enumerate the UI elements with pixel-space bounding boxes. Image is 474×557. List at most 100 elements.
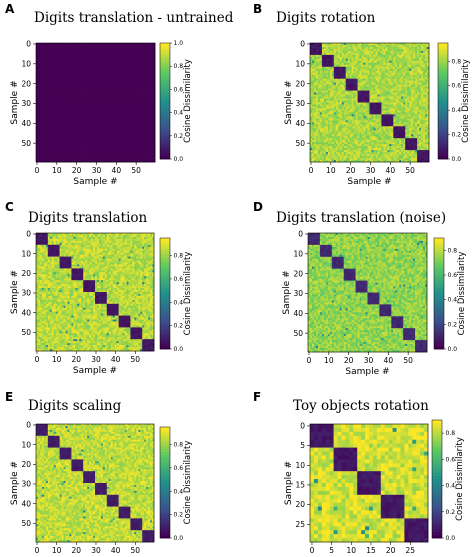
heatmap-cell <box>117 76 120 80</box>
heatmap-cell <box>127 86 130 89</box>
heatmap-cell <box>117 102 120 105</box>
heatmap-cell <box>99 58 102 62</box>
heatmap-cell <box>121 128 124 131</box>
heatmap-cell <box>87 80 90 84</box>
heatmap-cell <box>71 78 75 82</box>
heatmap-cell <box>113 60 116 64</box>
heatmap-cell <box>311 68 315 72</box>
heatmap-cell <box>73 54 77 58</box>
heatmap-cell <box>99 76 102 80</box>
heatmap-cell <box>129 54 132 58</box>
heatmap-cell <box>65 108 69 111</box>
y-axis-label: Sample # <box>10 80 20 124</box>
heatmap-cell <box>141 78 144 82</box>
heatmap-cell <box>149 108 152 111</box>
heatmap-cell <box>133 82 136 85</box>
heatmap-cell <box>101 112 104 115</box>
heatmap-cell <box>93 108 96 111</box>
heatmap-cell <box>115 114 118 117</box>
heatmap-cell <box>61 134 65 137</box>
heatmap-cell <box>73 98 77 101</box>
heatmap-cell <box>115 66 118 70</box>
heatmap-cell <box>419 50 422 54</box>
heatmap-cell <box>149 72 152 76</box>
heatmap-cell <box>45 70 49 74</box>
heatmap-cell <box>105 114 108 117</box>
heatmap-cell <box>103 62 106 66</box>
heatmap-cell <box>53 92 57 95</box>
heatmap-cell <box>57 58 61 62</box>
heatmap-cell <box>103 58 106 62</box>
heatmap-cell <box>133 68 136 72</box>
heatmap-cell <box>47 68 51 72</box>
heatmap-cell <box>93 82 96 85</box>
heatmap-cell <box>36 112 39 115</box>
heatmap-cell <box>83 102 86 105</box>
heatmap-cell <box>141 60 144 64</box>
heatmap-cell <box>43 60 47 64</box>
heatmap-cell <box>105 48 108 52</box>
heatmap-cell <box>71 68 75 72</box>
heatmap-cell <box>45 64 49 68</box>
heatmap-cell <box>119 88 122 91</box>
heatmap-cell <box>45 62 49 66</box>
heatmap-cell <box>85 46 88 50</box>
heatmap-cell <box>89 64 92 68</box>
heatmap-cell <box>95 118 98 121</box>
heatmap-cell <box>63 70 67 74</box>
heatmap-cell <box>85 108 88 111</box>
heatmap-cell <box>91 152 94 155</box>
heatmap-cell <box>67 48 71 52</box>
heatmap-cell <box>73 128 77 131</box>
heatmap-cell <box>133 74 136 78</box>
heatmap-cell <box>123 70 126 74</box>
heatmap-cell <box>53 72 57 76</box>
heatmap-cell <box>51 56 55 60</box>
heatmap-cell <box>53 106 57 109</box>
heatmap-cell <box>113 56 116 60</box>
heatmap-cell <box>65 116 69 119</box>
heatmap-cell <box>113 62 116 66</box>
heatmap-cell <box>67 68 71 72</box>
heatmap-cell <box>69 44 73 48</box>
heatmap-cell <box>49 158 53 161</box>
heatmap-cell <box>103 96 106 99</box>
heatmap-cell <box>99 108 102 111</box>
heatmap-cell <box>79 70 82 74</box>
heatmap-cell <box>107 84 110 87</box>
heatmap-cell <box>69 104 73 107</box>
heatmap-cell <box>97 112 100 115</box>
heatmap-cell <box>63 44 67 48</box>
heatmap-cell <box>41 50 45 54</box>
heatmap-cell <box>87 66 90 70</box>
heatmap-cell <box>139 94 142 97</box>
heatmap-cell <box>39 90 43 93</box>
heatmap-cell <box>79 86 82 89</box>
heatmap-cell <box>45 54 49 58</box>
heatmap-cell <box>93 64 96 68</box>
heatmap-cell <box>377 68 380 72</box>
heatmap-cell <box>83 100 86 103</box>
heatmap-cell <box>109 82 112 85</box>
heatmap-cell <box>129 72 132 76</box>
heatmap-cell <box>131 80 134 84</box>
heatmap-cell <box>119 90 122 93</box>
heatmap-cell <box>131 118 134 121</box>
heatmap-cell <box>139 76 142 80</box>
heatmap-cell <box>119 72 122 76</box>
heatmap-cell <box>149 48 152 52</box>
heatmap-cell <box>73 62 77 66</box>
heatmap-cell <box>63 46 67 50</box>
heatmap-cell <box>133 152 136 155</box>
heatmap-cell <box>67 112 71 115</box>
heatmap-cell <box>79 62 82 66</box>
heatmap-cell <box>69 58 73 62</box>
heatmap-cell <box>135 68 138 72</box>
heatmap-cell <box>141 43 144 46</box>
heatmap-cell <box>103 90 106 93</box>
heatmap-cell <box>135 110 138 113</box>
heatmap-cell <box>135 100 138 103</box>
heatmap-cell <box>71 56 75 60</box>
heatmap-cell <box>129 84 132 87</box>
heatmap-cell <box>127 94 130 97</box>
